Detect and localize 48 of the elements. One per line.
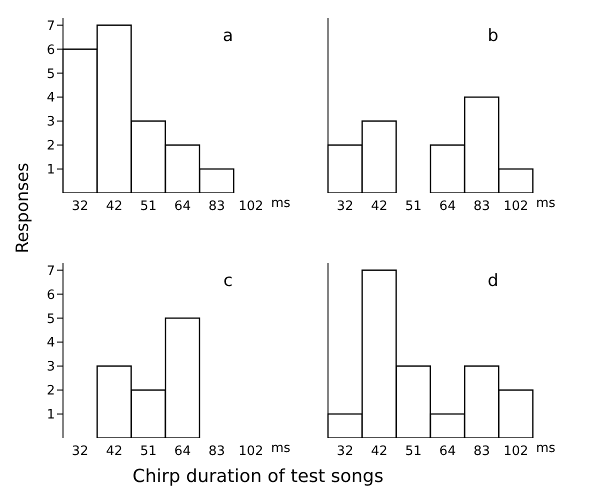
x-tick-label: 102 <box>504 444 528 460</box>
text: d <box>486 271 500 291</box>
y-tick-label: 7 <box>46 18 55 34</box>
x-tick-label: 83 <box>208 199 226 214</box>
text: ms <box>536 441 556 456</box>
x-tick-label: 51 <box>405 444 422 460</box>
text: ms <box>536 196 556 211</box>
y-tick-label: 3 <box>46 114 55 130</box>
x-tick-label: 42 <box>370 199 388 214</box>
text: c <box>222 271 234 291</box>
x-tick-label: 51 <box>405 199 422 214</box>
x-tick-label: 32 <box>336 199 354 214</box>
text: ms <box>271 441 290 456</box>
x-tick-label: 64 <box>174 444 191 460</box>
y-tick-label: 2 <box>46 384 55 399</box>
x-tick-label: 42 <box>106 199 123 214</box>
x-tick-label: 32 <box>72 199 88 214</box>
x-tick-label: 83 <box>473 444 490 460</box>
x-tick-label: 64 <box>439 199 456 214</box>
x-tick-label: 64 <box>439 444 456 460</box>
y-tick-label: 5 <box>46 312 55 327</box>
x-tick-label: 102 <box>238 444 264 460</box>
y-axis-title: Responses <box>13 162 33 256</box>
x-tick-label: 83 <box>208 444 226 460</box>
text: a <box>222 26 234 46</box>
y-tick-label: 2 <box>46 138 55 154</box>
x-tick-label: 83 <box>473 199 490 214</box>
y-tick-label: 1 <box>46 408 55 423</box>
y-tick-label: 6 <box>46 288 55 303</box>
text: b <box>486 26 500 46</box>
x-tick-label: 102 <box>238 199 264 214</box>
x-tick-label: 64 <box>174 199 191 214</box>
x-tick-label: 42 <box>106 444 123 460</box>
y-tick-label: 4 <box>46 90 55 106</box>
y-tick-label: 6 <box>46 42 55 58</box>
y-tick-label: 1 <box>46 162 55 178</box>
x-tick-label: 51 <box>140 199 157 214</box>
x-tick-label: 32 <box>72 444 88 460</box>
x-tick-label: 102 <box>504 199 528 214</box>
x-tick-label: 51 <box>140 444 157 460</box>
y-tick-label: 4 <box>46 336 55 351</box>
y-tick-label: 3 <box>46 360 55 375</box>
x-tick-label: 42 <box>370 444 388 460</box>
y-tick-label: 7 <box>46 264 55 279</box>
x-tick-label: 32 <box>336 444 354 460</box>
text: ms <box>271 196 290 211</box>
y-tick-label: 5 <box>46 66 55 82</box>
x-axis-title: Chirp duration of test songs <box>132 466 384 487</box>
